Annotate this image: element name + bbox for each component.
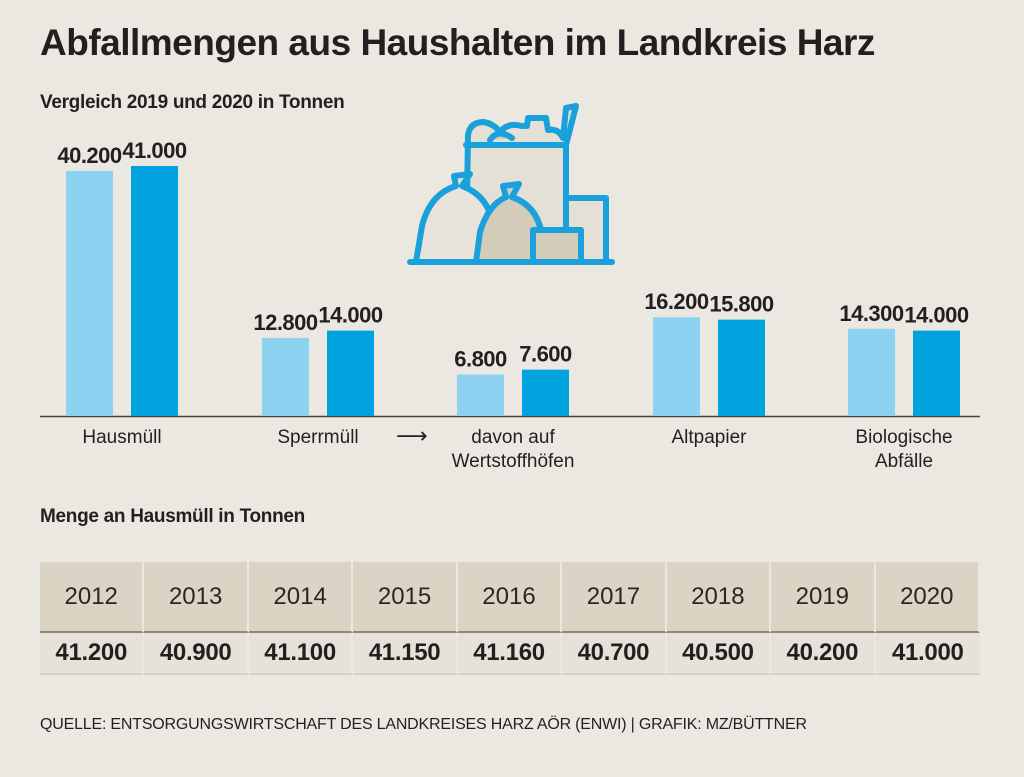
table-cell-amount: 40.900 [144, 633, 249, 675]
value-label: 6.800 [454, 347, 507, 372]
chart-subtitle: Vergleich 2019 und 2020 in Tonnen [40, 92, 345, 113]
table-cell-amount: 40.500 [666, 633, 772, 675]
table-cell-amount: 41.000 [875, 633, 980, 675]
value-label: 14.000 [904, 303, 969, 328]
table-header-year: 2019 [771, 562, 876, 633]
source-credit: QUELLE: ENTSORGUNGSWIRTSCHAFT DES LANDKR… [40, 716, 807, 733]
table-header-year: 2015 [353, 562, 458, 633]
value-label: 14.300 [839, 301, 904, 326]
value-label: 14.000 [318, 303, 383, 328]
waste-bins-bags-icon [407, 103, 615, 265]
table-cell-amount: 41.160 [457, 633, 563, 675]
bar-2019-2 [262, 337, 309, 416]
table-header-year: 2017 [562, 562, 667, 633]
table-cell-amount: 41.100 [248, 633, 354, 675]
bar-2020-2 [327, 330, 374, 416]
bar-2019-3 [457, 374, 504, 416]
bar-2019-4 [653, 317, 700, 416]
category-label: Biologische Abfälle [855, 427, 952, 472]
table-header-year: 2013 [144, 562, 249, 633]
hausmuell-table: 2012 2013 2014 2015 2016 2017 2018 2019 2020 41.2… [40, 562, 980, 675]
bar-2020-1 [131, 166, 178, 416]
table-cell-amount: 40.700 [562, 633, 667, 675]
value-label: 41.000 [122, 138, 187, 163]
value-label: 16.200 [644, 289, 709, 314]
bar-2020-4 [718, 319, 765, 416]
table-header-year: 2016 [457, 562, 563, 633]
chart-title: Abfallmengen aus Haushalten im Landkreis… [40, 22, 875, 63]
table-cell-amount: 41.200 [40, 633, 145, 675]
category-label: Sperrmüll [277, 427, 358, 448]
value-label: 12.800 [253, 310, 318, 335]
table-header-year: 2012 [40, 562, 145, 633]
category-label: Hausmüll [82, 427, 161, 448]
table-cell-amount: 40.200 [771, 633, 876, 675]
category-label: Altpapier [672, 427, 748, 448]
value-label: 15.800 [709, 292, 774, 317]
table-header-year: 2018 [666, 562, 772, 633]
table-title: Menge an Hausmüll in Tonnen [40, 506, 305, 527]
bar-2019-1 [66, 170, 113, 416]
table-cell-amount: 41.150 [353, 633, 458, 675]
table-header-year: 2020 [875, 562, 980, 633]
bar-2020-5 [913, 330, 960, 416]
table-header-year: 2014 [248, 562, 354, 633]
value-label: 40.200 [57, 143, 122, 168]
bar-2020-3 [522, 369, 569, 416]
category-label: davon auf Wertstoffhöfen [452, 427, 575, 472]
bar-2019-5 [848, 328, 895, 416]
value-label: 7.600 [519, 342, 572, 367]
annotation-arrow: ⟶ [396, 423, 428, 448]
